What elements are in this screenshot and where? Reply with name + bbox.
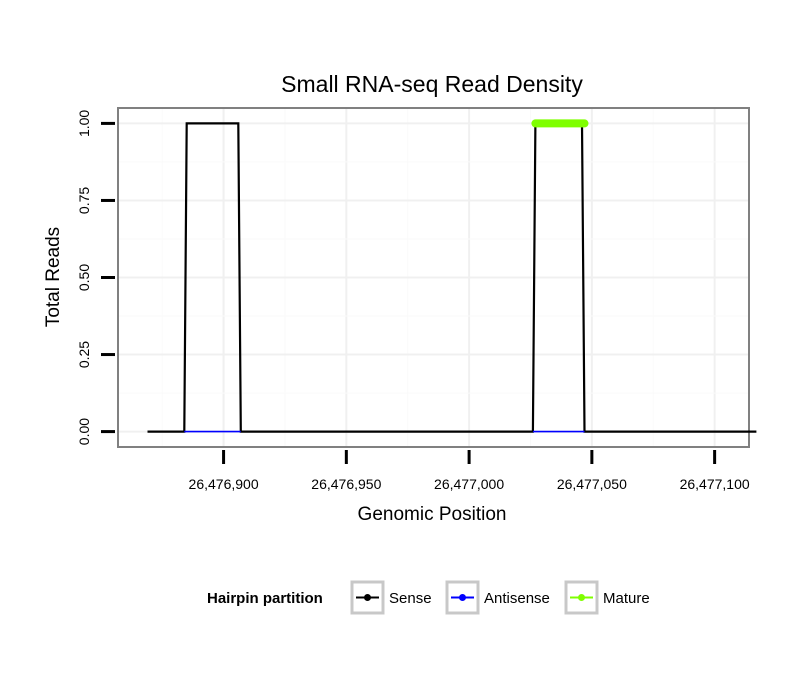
grid (118, 108, 749, 447)
y-axis-title: Total Reads (43, 227, 64, 327)
series (147, 119, 757, 433)
x-axis: 26,476,900 26,476,950 26,477,000 26,477,050… (189, 450, 750, 492)
legend-key-point (459, 594, 466, 601)
x-tick-label: 26,476,900 (189, 476, 259, 492)
x-tick-label: 26,476,950 (311, 476, 381, 492)
series-line-sense (147, 122, 757, 433)
plot-panel-border (117, 107, 750, 448)
legend-label: Mature (603, 590, 650, 607)
chart-title: Small RNA-seq Read Density (281, 71, 583, 97)
legend: Hairpin partition Sense Antisense Mature (207, 580, 650, 615)
legend-key-point (364, 594, 371, 601)
x-tick-label: 26,477,050 (557, 476, 627, 492)
y-tick-label: 0.75 (76, 187, 92, 214)
y-tick-label: 1.00 (76, 110, 92, 137)
legend-label: Antisense (484, 590, 550, 607)
y-axis: 0.00 0.25 0.50 0.75 1.00 (76, 110, 115, 445)
x-tick-label: 26,477,100 (680, 476, 750, 492)
legend-label: Sense (389, 590, 432, 607)
y-tick-label: 0.00 (76, 418, 92, 445)
x-tick-label: 26,477,000 (434, 476, 504, 492)
legend-key-point (578, 594, 585, 601)
y-tick-label: 0.50 (76, 264, 92, 291)
legend-title: Hairpin partition (207, 590, 323, 607)
x-axis-title: Genomic Position (358, 504, 507, 525)
y-tick-label: 0.25 (76, 341, 92, 368)
